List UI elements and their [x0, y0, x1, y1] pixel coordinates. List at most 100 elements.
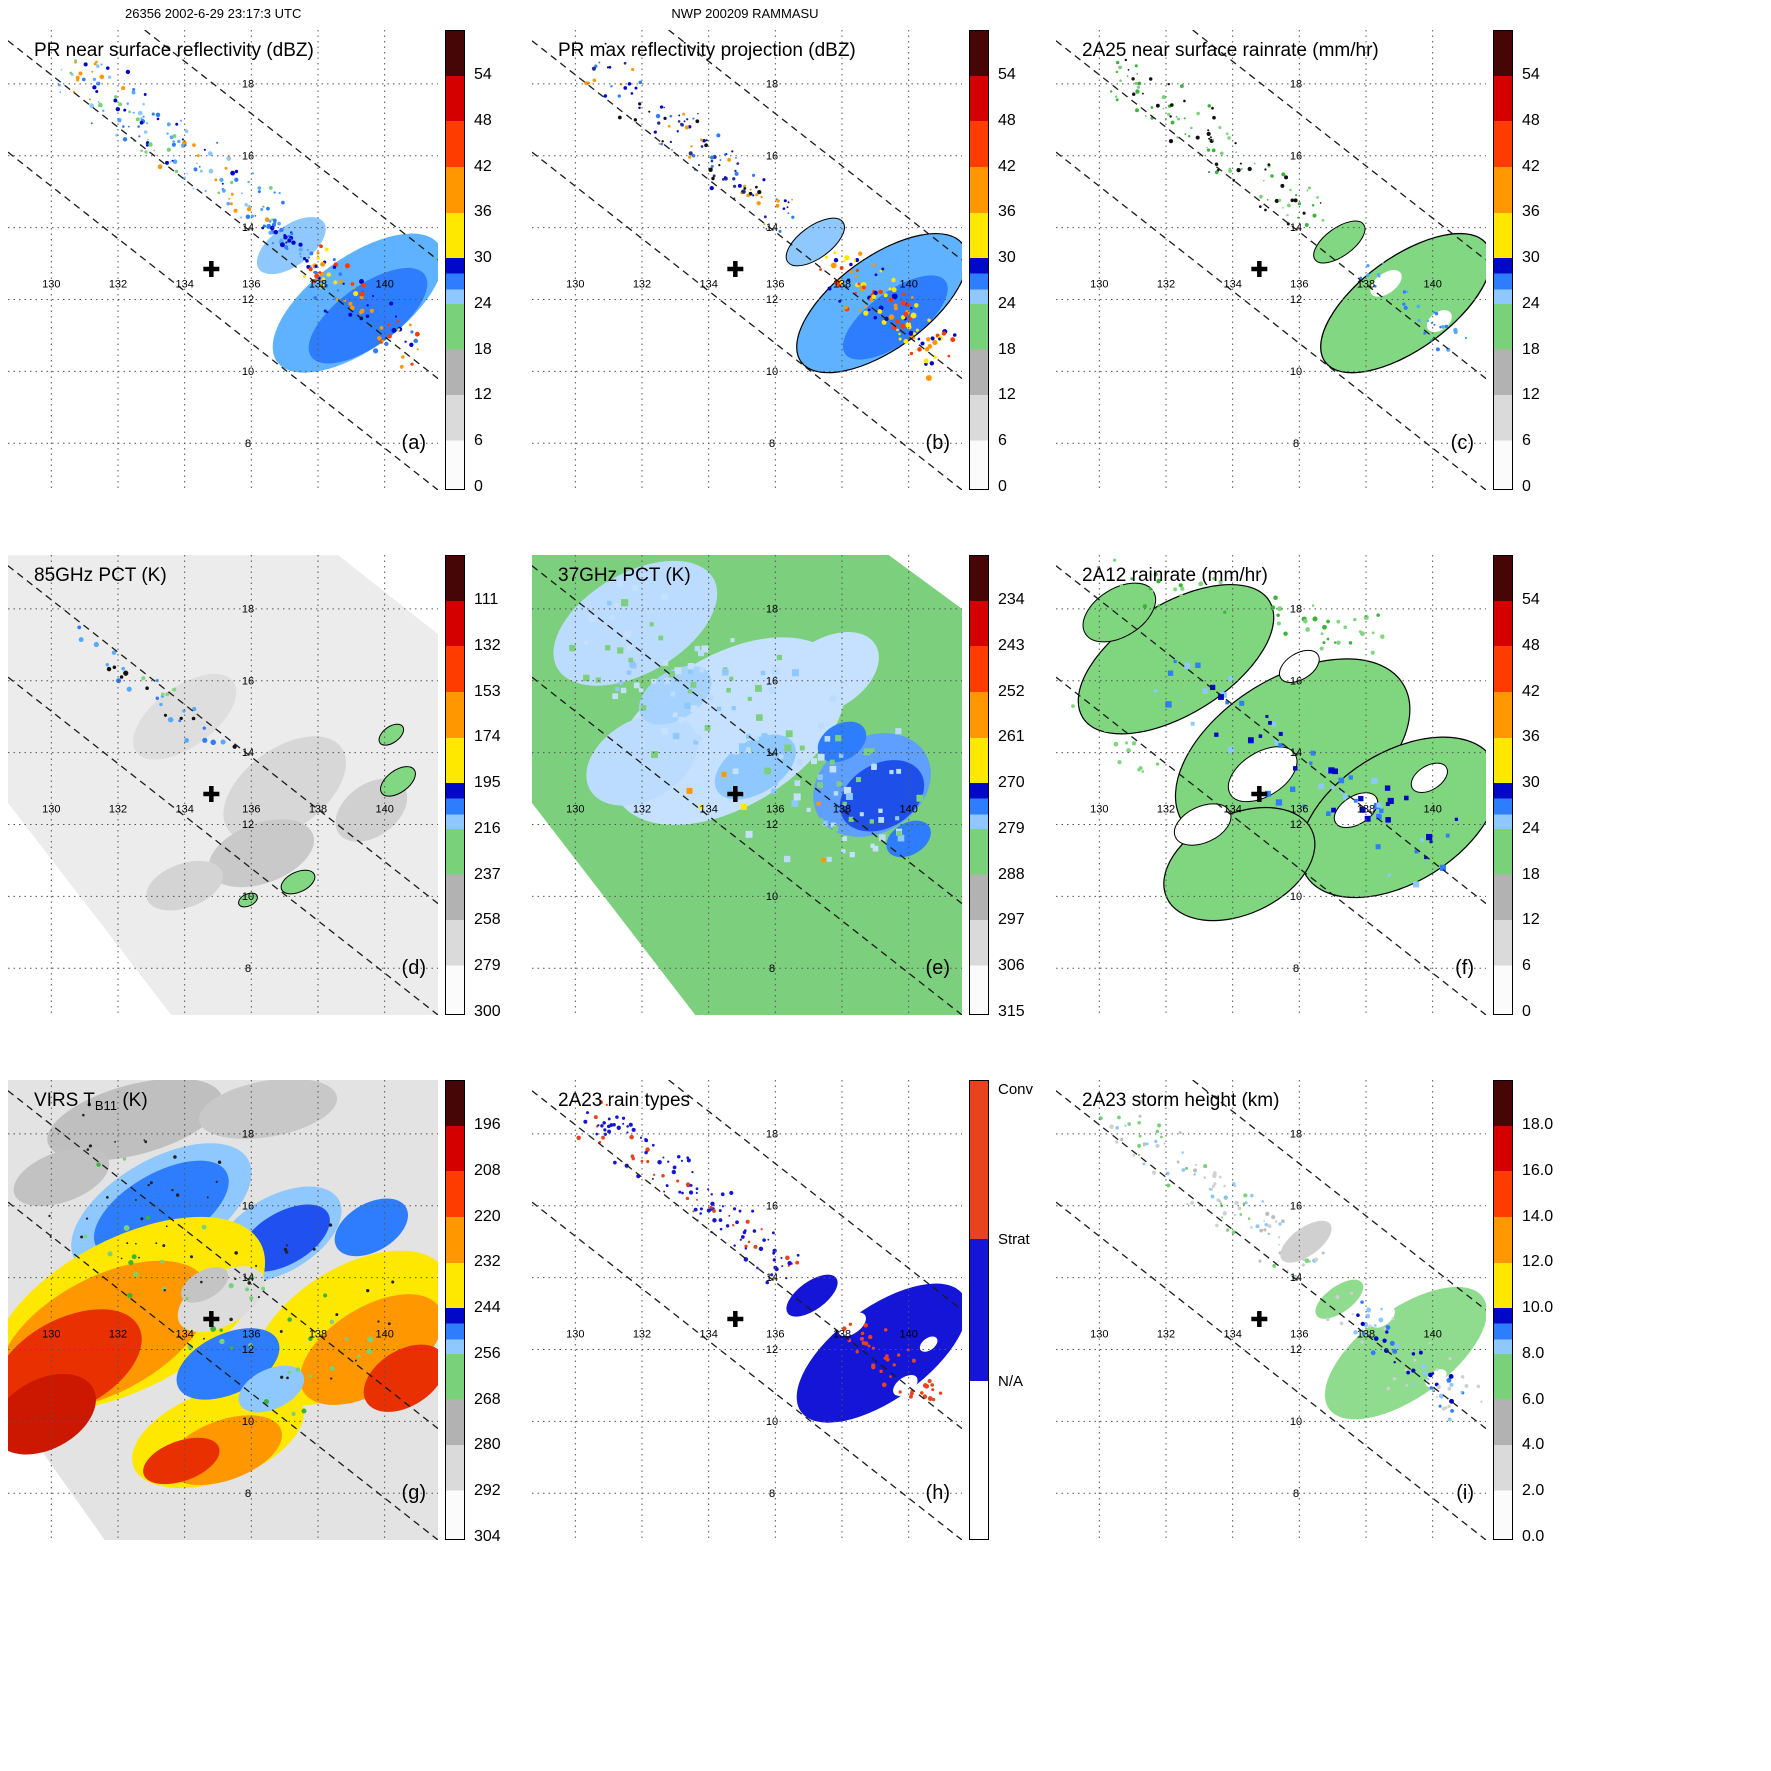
axis-labels: 130 132 134 136 138 140 18 16 14 12 10 8	[1090, 1128, 1442, 1499]
panel-h: 130 132 134 136 138 140 18 16 14 12 10 8 2A23 rain t…	[532, 1080, 1052, 1558]
panel-letter-c: (c)	[1450, 432, 1474, 454]
panel-d: 130 132 134 136 138 140 18 16 14 12 10 8 85GHz PCT (…	[8, 555, 528, 1033]
colorbar-label: 12.0	[1522, 1253, 1554, 1271]
svg-text:8: 8	[769, 438, 775, 450]
svg-text:14: 14	[766, 1272, 778, 1284]
colorbar-label: 2.0	[1522, 1482, 1545, 1500]
axis-labels: 130 132 134 136 138 140 18 16 14 12 10 8	[42, 78, 394, 449]
svg-text:18: 18	[766, 1128, 778, 1140]
panel-letter-b: (b)	[925, 432, 950, 454]
svg-text:14: 14	[242, 747, 254, 759]
axis-labels: 130 132 134 136 138 140 18 16 14 12 10 8	[1090, 78, 1442, 449]
panel-e: 130 132 134 136 138 140 18 16 14 12 10 8 37GHz PCT (…	[532, 555, 1052, 1033]
colorbar-c	[1493, 30, 1513, 490]
title-prefix: VIRS T	[34, 1090, 95, 1111]
colorbar-label: 42	[998, 157, 1016, 175]
svg-text:134: 134	[699, 278, 717, 290]
colorbar-label: 48	[474, 111, 492, 129]
colorbar-label: 153	[474, 682, 501, 700]
colorbar-label: 24	[1522, 294, 1540, 312]
colorbar-label: 174	[474, 728, 501, 746]
svg-text:134: 134	[175, 1328, 193, 1340]
svg-text:12: 12	[766, 1344, 778, 1356]
orbit-id-timestamp: 26356 2002-6-29 23:17:3 UTC	[125, 6, 302, 21]
colorbar-label: 288	[998, 865, 1025, 883]
colorbar-label: 12	[998, 386, 1016, 404]
svg-text:8: 8	[1293, 1488, 1299, 1500]
map-panel-a: 130 132 134 136 138 140 18 16 14 12 10 8	[8, 30, 438, 490]
colorbar-label: 24	[474, 294, 492, 312]
colorbar-g	[445, 1080, 465, 1540]
svg-text:8: 8	[245, 1488, 251, 1500]
data-layer	[532, 555, 962, 1015]
colorbar-label: 12	[1522, 911, 1540, 929]
svg-text:130: 130	[1090, 1328, 1108, 1340]
svg-text:130: 130	[566, 278, 584, 290]
svg-text:12: 12	[242, 819, 254, 831]
svg-text:140: 140	[375, 1328, 393, 1340]
svg-text:18: 18	[766, 603, 778, 615]
map-panel-i: 130 132 134 136 138 140 18 16 14 12 10 8	[1056, 1080, 1486, 1540]
colorbar-label: 10.0	[1522, 1299, 1554, 1317]
colorbar-label: 30	[998, 249, 1016, 267]
svg-text:138: 138	[309, 803, 327, 815]
svg-text:10: 10	[242, 366, 254, 378]
colorbar-label: 208	[474, 1161, 501, 1179]
svg-text:134: 134	[175, 278, 193, 290]
colorbar-label: Conv	[998, 1081, 1034, 1099]
colorbar-label: 42	[1522, 682, 1540, 700]
storm-center-marker	[203, 1310, 220, 1327]
svg-text:132: 132	[633, 1328, 651, 1340]
data-layer	[576, 1100, 962, 1423]
svg-text:16: 16	[1290, 1200, 1302, 1212]
grid-lines	[1056, 555, 1486, 1015]
grid-lines	[8, 555, 438, 1015]
svg-text:132: 132	[1157, 1328, 1175, 1340]
svg-text:138: 138	[833, 1328, 851, 1340]
panel-letter-e: (e)	[925, 957, 950, 979]
grid-lines	[532, 30, 962, 490]
svg-text:12: 12	[766, 294, 778, 306]
data-layer	[8, 555, 438, 1015]
svg-text:12: 12	[1290, 1344, 1302, 1356]
swath-lines	[532, 30, 962, 490]
storm-center-marker	[727, 1310, 744, 1327]
svg-text:10: 10	[1290, 891, 1302, 903]
colorbar-label: 304	[474, 1527, 501, 1545]
svg-text:18: 18	[1290, 1128, 1302, 1140]
panel-title-c: 2A25 near surface rainrate (mm/hr)	[1082, 40, 1379, 61]
panel-i: 130 132 134 136 138 140 18 16 14 12 10 8 2A23 storm …	[1056, 1080, 1576, 1558]
title-subscript: B11	[94, 1098, 118, 1113]
data-layer	[8, 1080, 438, 1540]
svg-text:138: 138	[1357, 803, 1375, 815]
svg-text:136: 136	[766, 803, 784, 815]
storm-center-marker	[727, 260, 744, 277]
colorbar-label: 196	[474, 1116, 501, 1134]
panel-letter-g: (g)	[401, 1482, 426, 1504]
colorbar-label: 6	[998, 432, 1007, 450]
svg-text:16: 16	[766, 675, 778, 687]
colorbar-label: 24	[998, 294, 1016, 312]
colorbar-label: 195	[474, 774, 501, 792]
svg-text:140: 140	[375, 278, 393, 290]
svg-text:136: 136	[242, 278, 260, 290]
svg-text:136: 136	[766, 1328, 784, 1340]
panel-title-f: 2A12 rainrate (mm/hr)	[1082, 565, 1268, 586]
colorbar-label: Strat	[998, 1230, 1030, 1248]
svg-text:16: 16	[766, 150, 778, 162]
colorbar-label: N/A	[998, 1373, 1024, 1391]
colorbar-label: 48	[998, 111, 1016, 129]
svg-text:140: 140	[1423, 803, 1441, 815]
svg-text:10: 10	[766, 366, 778, 378]
map-panel-f: 130 132 134 136 138 140 18 16 14 12 10 8	[1056, 555, 1486, 1015]
colorbar-label: 232	[474, 1253, 501, 1271]
svg-text:14: 14	[1290, 747, 1302, 759]
svg-text:18: 18	[242, 1128, 254, 1140]
colorbar-label: 6	[1522, 957, 1531, 975]
svg-text:130: 130	[42, 803, 60, 815]
svg-text:136: 136	[1290, 1328, 1308, 1340]
colorbar-label: 111	[474, 591, 499, 609]
data-layer	[1109, 58, 1486, 374]
colorbar-label: 12	[474, 386, 492, 404]
